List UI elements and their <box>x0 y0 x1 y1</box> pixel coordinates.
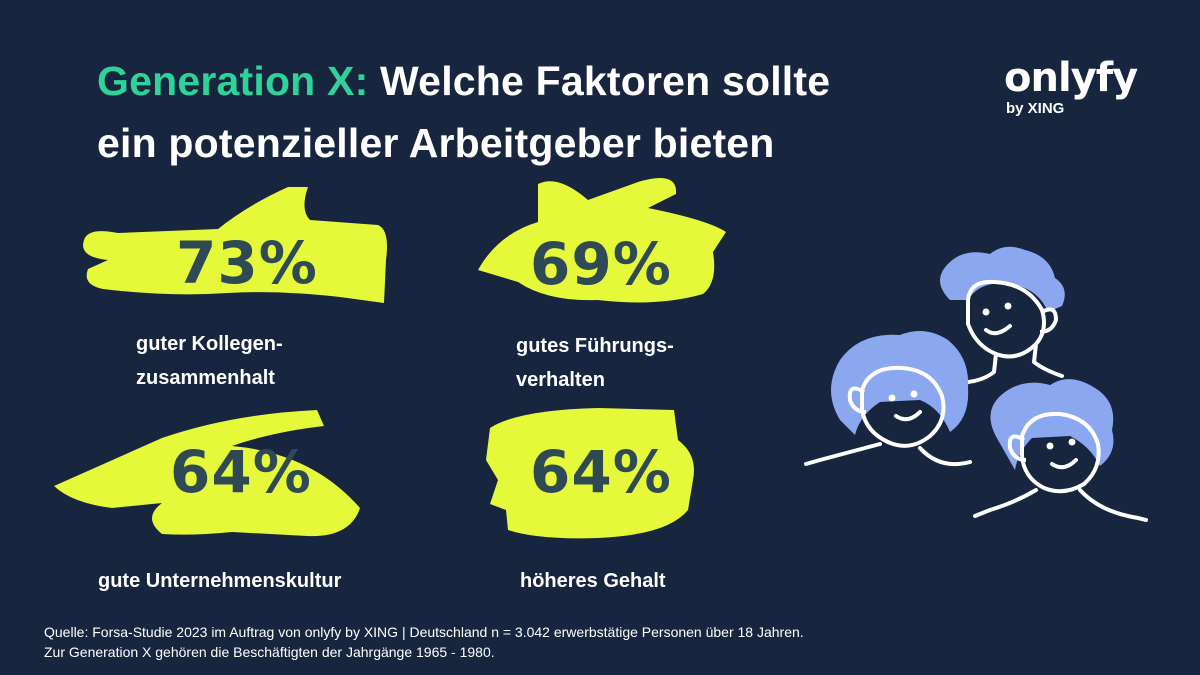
stat-value: 73% <box>176 229 318 297</box>
logo-wordmark: onlyfy <box>1004 55 1138 101</box>
person-left-icon <box>804 331 972 467</box>
stat-value: 69% <box>530 230 672 298</box>
person-top-icon <box>940 246 1065 384</box>
stat-card-colleagues: 73% guter Kollegen- zusammenhalt <box>78 185 398 389</box>
highlight-blob <box>54 410 360 537</box>
stat-value: 64% <box>530 438 672 506</box>
stat-card-salary: 64% höheres Gehalt <box>478 400 738 600</box>
logo-subtitle: by XING <box>1006 100 1065 117</box>
highlight-blob <box>83 187 387 303</box>
stat-value: 64% <box>170 438 312 506</box>
highlight-blob <box>478 178 726 303</box>
stat-label: gute Unternehmenskultur <box>98 570 342 592</box>
highlight-blob <box>486 408 694 539</box>
people-illustration <box>804 246 1148 522</box>
person-right-icon <box>973 379 1148 522</box>
title-line2: ein potenzieller Arbeitgeber bieten <box>97 120 775 166</box>
stat-label: höheres Gehalt <box>520 570 666 592</box>
stat-card-leadership: 69% gutes Führungs- verhalten <box>478 172 798 391</box>
source-footnote: Quelle: Forsa-Studie 2023 im Auftrag von… <box>44 622 804 662</box>
stat-card-culture: 64% gute Unternehmenskultur <box>52 408 412 598</box>
footnote-line2: Zur Generation X gehören die Beschäftigt… <box>44 644 495 660</box>
page-title: Generation X: Welche Faktoren sollte ein… <box>97 50 977 174</box>
title-accent: Generation X: <box>97 58 369 104</box>
title-line1: Welche Faktoren sollte <box>368 58 831 104</box>
stat-label: guter Kollegen- zusammenhalt <box>136 333 283 389</box>
footnote-line1: Quelle: Forsa-Studie 2023 im Auftrag von… <box>44 624 804 640</box>
onlyfy-logo: onlyfy by XING <box>1004 56 1174 126</box>
stat-label: gutes Führungs- verhalten <box>516 335 674 391</box>
